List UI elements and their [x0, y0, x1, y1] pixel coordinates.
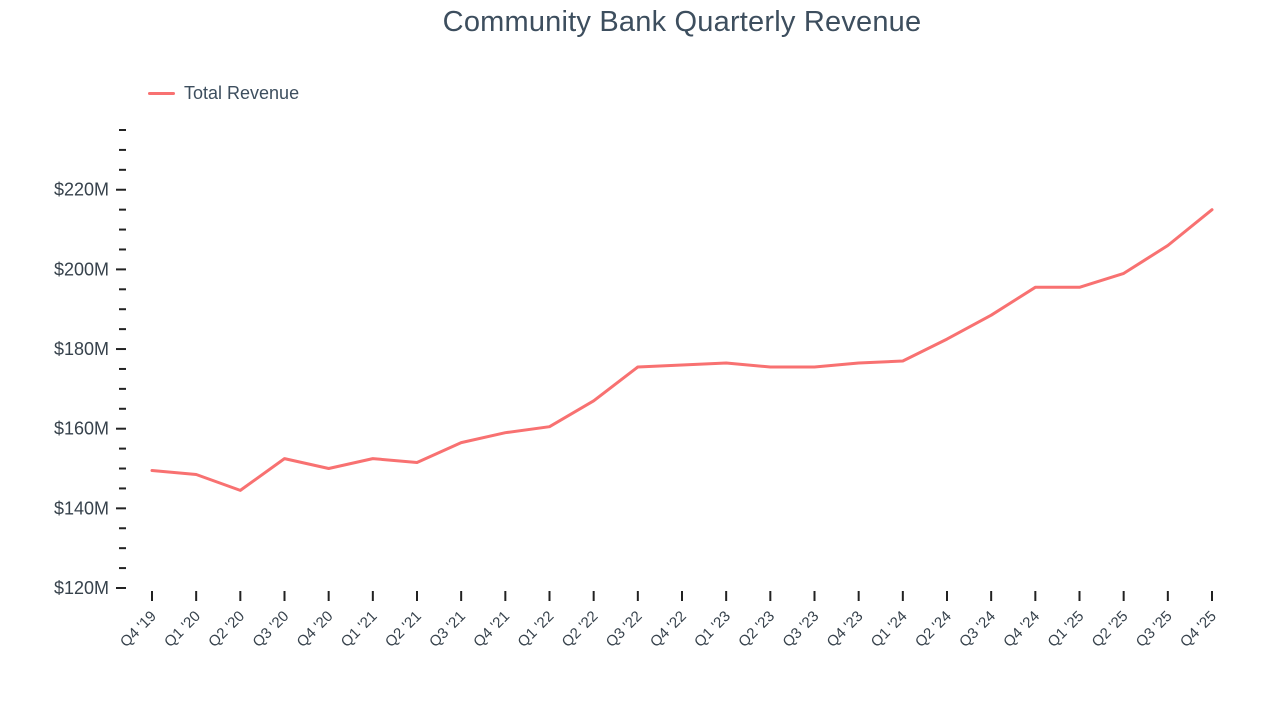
- x-tick-label: Q1 '23: [691, 608, 734, 651]
- x-tick-label: Q2 '20: [205, 608, 248, 651]
- x-tick-label: Q4 '24: [1000, 608, 1043, 651]
- x-tick-label: Q2 '23: [735, 608, 778, 651]
- x-tick-label: Q3 '24: [956, 608, 999, 651]
- x-tick-label: Q4 '20: [294, 608, 337, 651]
- y-tick-label: $200M: [54, 259, 109, 279]
- x-tick-label: Q3 '21: [426, 608, 469, 651]
- x-axis: Q4 '19 Q1 '20 Q2 '20 Q3 '20 Q4 '20 Q1 '21 Q2 '…: [117, 591, 1220, 651]
- chart-title: Community Bank Quarterly Revenue: [442, 6, 922, 38]
- x-tick-label: Q3 '25: [1133, 608, 1176, 651]
- y-tick-label: $160M: [54, 419, 109, 439]
- y-tick-label: $140M: [54, 498, 109, 518]
- x-tick-label: Q1 '25: [1044, 608, 1087, 651]
- total-revenue-line: [150, 208, 1214, 492]
- x-tick-label: Q4 '25: [1177, 608, 1220, 651]
- x-tick-label: Q1 '24: [868, 608, 911, 651]
- x-tick-label: Q4 '21: [470, 608, 513, 651]
- y-tick-label: $120M: [54, 578, 109, 598]
- legend-line-swatch: [148, 92, 175, 95]
- y-tick-label: $180M: [54, 339, 109, 359]
- x-tick-label: Q4 '19: [117, 608, 160, 651]
- x-tick-label: Q2 '21: [382, 608, 425, 651]
- x-tick-label: Q1 '22: [514, 608, 557, 651]
- x-tick-label: Q2 '22: [559, 608, 602, 651]
- x-tick-label: Q3 '22: [603, 608, 646, 651]
- x-tick-label: Q2 '24: [912, 608, 955, 651]
- x-tick-label: Q4 '23: [824, 608, 867, 651]
- legend-label: Total Revenue: [184, 83, 300, 103]
- y-tick-label: $220M: [54, 180, 109, 200]
- x-tick-label: Q4 '22: [647, 608, 690, 651]
- x-tick-label: Q1 '20: [161, 608, 204, 651]
- y-axis: $120M $140M $160M $180M $200M $220M: [54, 129, 126, 598]
- x-tick-label: Q3 '23: [779, 608, 822, 651]
- x-tick-label: Q3 '20: [249, 608, 292, 651]
- x-tick-label: Q2 '25: [1089, 608, 1132, 651]
- x-tick-label: Q1 '21: [338, 608, 381, 651]
- legend: Total Revenue: [148, 83, 299, 104]
